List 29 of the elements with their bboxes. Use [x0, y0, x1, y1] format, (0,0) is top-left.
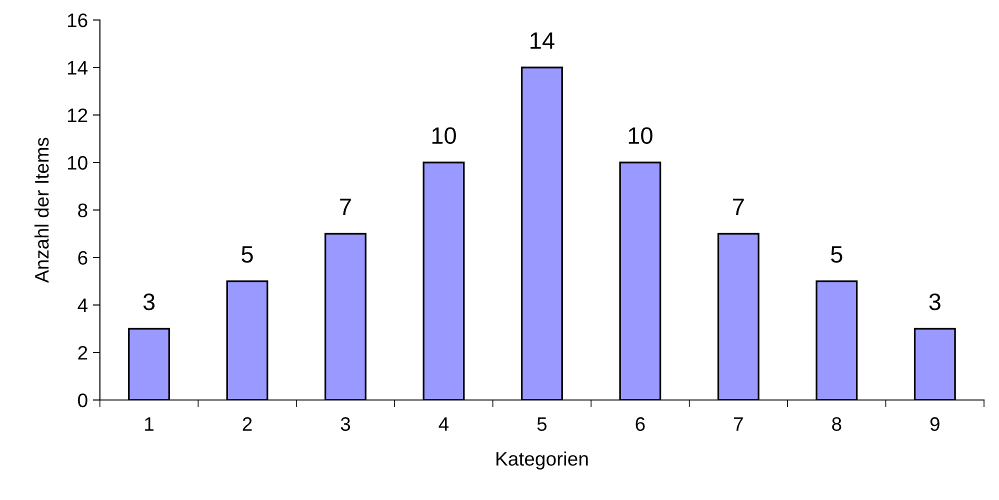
y-tick-label: 14	[68, 61, 88, 75]
x-axis-title: Kategorien	[496, 451, 588, 470]
data-label: 7	[733, 198, 744, 215]
x-tick-label: 1	[145, 417, 154, 431]
y-tick-label: 10	[68, 156, 88, 170]
x-tick-label: 4	[438, 417, 449, 431]
y-tick-label: 2	[78, 346, 88, 360]
y-tick-label: 12	[68, 108, 88, 122]
x-tick-label: 9	[930, 417, 940, 431]
x-tick-label: 7	[734, 417, 743, 431]
data-label: 5	[242, 246, 253, 263]
data-label: 14	[530, 32, 554, 49]
data-label: 3	[143, 293, 155, 310]
data-label: 7	[340, 198, 351, 215]
x-tick-label: 5	[537, 417, 547, 431]
y-tick-label: 6	[78, 250, 88, 265]
x-tick-label: 2	[242, 417, 252, 431]
y-tick-label: 16	[68, 13, 88, 28]
data-label: 5	[831, 246, 842, 263]
x-tick-label: 8	[832, 417, 842, 431]
y-tick-label: 0	[78, 393, 88, 408]
x-tick-label: 6	[636, 417, 645, 431]
y-tick-label: 8	[78, 203, 88, 218]
y-tick-label: 4	[78, 298, 88, 312]
y-axis-title: Anzahl der Items	[34, 138, 49, 283]
data-label: 10	[432, 127, 456, 144]
x-tick-label: 3	[340, 417, 350, 431]
data-label: 10	[628, 127, 652, 144]
data-label: 3	[929, 293, 940, 310]
